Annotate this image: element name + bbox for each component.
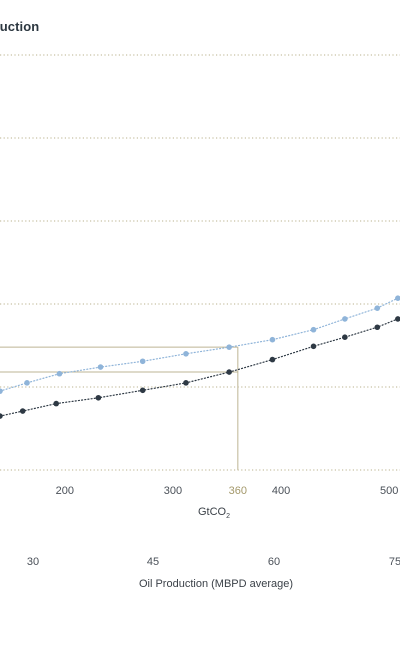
- series-1-point: [395, 295, 400, 301]
- series-1-point: [226, 344, 232, 350]
- x-axis-label-subscript: 2: [226, 513, 230, 520]
- x2-tick-label: 60: [268, 556, 280, 568]
- series-2-point: [395, 316, 400, 322]
- reference-lines: [0, 346, 239, 470]
- x2-tick-label: 75: [389, 556, 400, 568]
- series-2-point: [139, 387, 146, 394]
- x2-tick-label: 45: [147, 556, 159, 568]
- series-2-point: [374, 324, 381, 331]
- series-2-point: [95, 394, 102, 401]
- series-1-point: [310, 326, 317, 333]
- series-line-2: [0, 318, 399, 417]
- series-1-point: [24, 380, 30, 386]
- x-tick-label: 300: [164, 485, 182, 497]
- x-axis-ticks: 200 300 360 400 500: [56, 485, 399, 497]
- series-1-point: [56, 370, 63, 377]
- x-tick-label: 400: [272, 485, 290, 497]
- series-line-1: [0, 297, 399, 392]
- series-2-point: [342, 334, 348, 341]
- series-1-point: [374, 305, 381, 311]
- chart-title: luction: [0, 19, 40, 34]
- series-2-point: [183, 380, 189, 386]
- x2-tick-label: 30: [27, 556, 39, 568]
- series-1-point: [342, 316, 348, 322]
- series-2-point: [53, 400, 60, 407]
- series-1-point: [139, 358, 146, 365]
- series-1-point: [0, 388, 3, 394]
- gridlines: [0, 54, 400, 471]
- x-axis-label-text: GtCO: [198, 506, 227, 518]
- series-2-point: [0, 413, 3, 419]
- series-2-point: [19, 408, 26, 414]
- x-tick-label: 500: [380, 485, 398, 497]
- x-tick-label: 200: [56, 485, 74, 497]
- x2-axis-label: Oil Production (MBPD average): [139, 578, 293, 590]
- series-2-point: [226, 369, 232, 375]
- series-2-point: [269, 356, 276, 363]
- series-group: [0, 295, 400, 419]
- series-2-point: [310, 343, 317, 350]
- x2-axis-ticks: 30 45 60 75: [27, 556, 400, 568]
- series-1-point: [97, 364, 104, 370]
- x-tick-label: 360: [229, 485, 247, 497]
- series-1-point: [269, 336, 276, 343]
- series-1-point: [183, 351, 189, 357]
- x-axis-label: GtCO2: [198, 506, 230, 520]
